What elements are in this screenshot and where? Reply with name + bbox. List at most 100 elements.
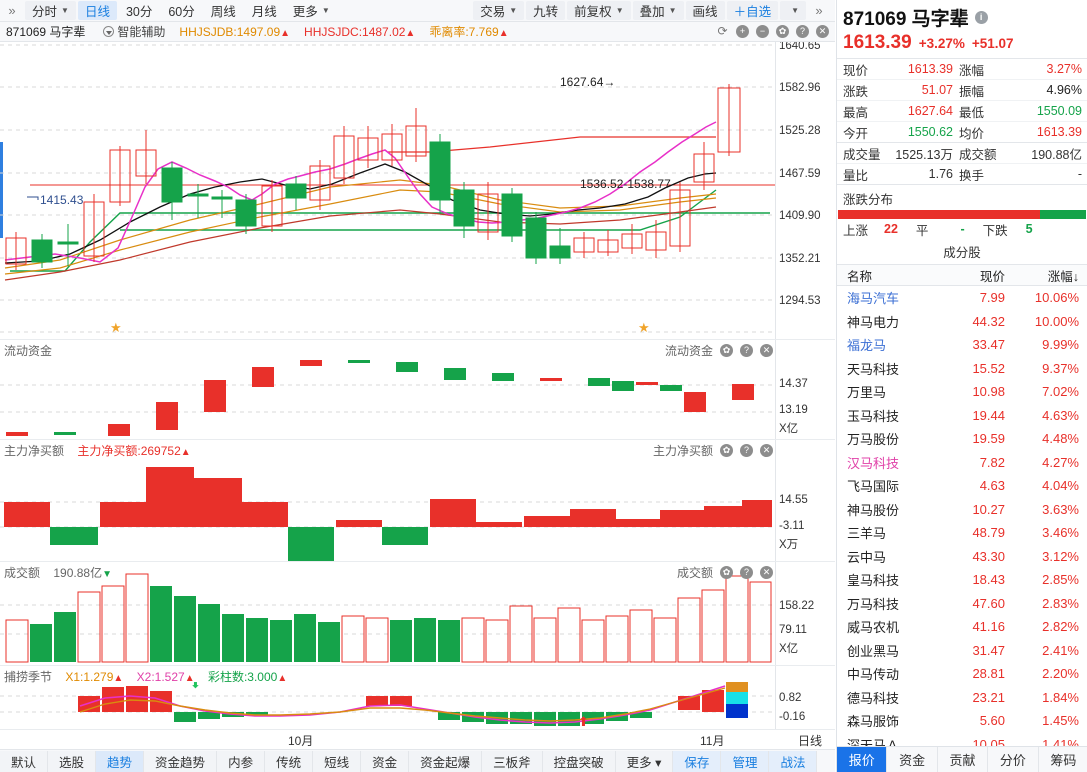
pane-main-net-buy[interactable]: 主力净买额 主力净买额:269752▲ 主力净买额 ✿ ? ✕	[0, 440, 835, 562]
close-icon[interactable]: ✕	[760, 344, 773, 357]
table-row[interactable]: 创业黑马 31.47 2.41%	[837, 639, 1087, 663]
up-arrow-icon: ▲	[498, 28, 509, 39]
help-icon[interactable]: ?	[740, 444, 753, 457]
refresh-icon[interactable]: ⟳	[717, 24, 728, 38]
strategy-traditional[interactable]: 传统	[265, 750, 314, 772]
table-row[interactable]: 威马农机 41.16 2.82%	[837, 615, 1087, 639]
help-icon[interactable]: ?	[740, 566, 753, 579]
net-buy-plot[interactable]	[0, 440, 775, 561]
close-icon[interactable]: ✕	[816, 25, 829, 38]
help-icon[interactable]: ?	[796, 25, 809, 38]
strategy-funds[interactable]: 资金	[361, 750, 410, 772]
zoom-out-icon[interactable]: −	[756, 25, 769, 38]
table-row[interactable]: 三羊马 48.79 3.46%	[837, 521, 1087, 545]
table-row[interactable]: 神马电力 44.32 10.00%	[837, 310, 1087, 334]
pane-turnover[interactable]: 成交额 190.88亿▼ 成交额 ✿ ? ✕	[0, 562, 835, 666]
strategy-three-axes[interactable]: 三板斧	[482, 750, 543, 772]
tab-contribution[interactable]: 贡献	[938, 747, 989, 772]
gear-icon[interactable]: ✿	[720, 444, 733, 457]
table-row[interactable]: 云中马 43.30 3.12%	[837, 545, 1087, 569]
stock-price: 10.27	[972, 501, 1005, 517]
jiuzhuan-button[interactable]: 九转	[526, 1, 566, 20]
toolbar-right-group: 交易 ▼ 九转 前复权 ▼ 叠加 ▼ 画线 ＋自选 ▼ »	[472, 1, 835, 20]
save-button[interactable]: 保存	[673, 750, 722, 772]
table-row[interactable]: 森马服饰 5.60 1.45%	[837, 709, 1087, 733]
period-button-monthly[interactable]: 月线	[251, 5, 277, 19]
period-button-fenshi[interactable]: 分时 ▼	[25, 1, 76, 20]
up-arrow-icon: ▲	[113, 673, 124, 684]
info-icon[interactable]: i	[974, 11, 988, 24]
down-arrow-marker: ⬇	[190, 682, 201, 691]
stock-price: 43.30	[972, 548, 1005, 564]
tab-price-dist[interactable]: 分价	[988, 747, 1039, 772]
table-row[interactable]: 海马汽车 7.99 10.06%	[837, 286, 1087, 310]
strategy-bar: 默认 选股 趋势 资金趋势 内参 传统 短线 资金 资金起爆 三板斧 控盘突破 …	[0, 750, 835, 772]
candlestick-plot[interactable]: 1415.43 1627.64→ 1536.52-1538.77 ★ ★	[0, 42, 775, 339]
gear-icon[interactable]: ✿	[776, 25, 789, 38]
strategy-default[interactable]: 默认	[0, 750, 49, 772]
gear-icon[interactable]: ✿	[720, 566, 733, 579]
col-name[interactable]: 名称	[847, 269, 873, 284]
stock-price: 41.16	[972, 619, 1005, 635]
help-icon[interactable]: ?	[740, 344, 753, 357]
quote-value2: 190.88亿	[1031, 147, 1082, 162]
toolbar-overflow-icon[interactable]: »	[815, 3, 823, 18]
strategy-stock-pick[interactable]: 选股	[48, 750, 97, 772]
table-row[interactable]: 天马科技 15.52 9.37%	[837, 357, 1087, 381]
overlay-button[interactable]: 叠加 ▼	[632, 1, 684, 20]
table-row[interactable]: 玉马科技 19.44 4.63%	[837, 404, 1087, 428]
strategy-insider[interactable]: 内参	[217, 750, 266, 772]
stock-change-pct: 10.00%	[1034, 313, 1079, 329]
strategy-control-breakout[interactable]: 控盘突破	[542, 750, 616, 772]
gear-icon[interactable]: ✿	[720, 344, 733, 357]
stock-name: 云中马	[847, 549, 887, 565]
tab-chips[interactable]: 筹码	[1050, 753, 1077, 768]
close-icon[interactable]: ✕	[760, 566, 773, 579]
col-price[interactable]: 现价	[979, 269, 1005, 284]
strategy-trend[interactable]: 趋势	[96, 750, 145, 772]
draw-button[interactable]: 画线	[685, 1, 725, 20]
pane-liquidity[interactable]: 流动资金 流动资金 ✿ ? ✕	[0, 340, 835, 440]
table-row[interactable]: 万马科技 47.60 2.83%	[837, 592, 1087, 616]
period-button-weekly[interactable]: 周线	[210, 5, 236, 19]
tab-funds[interactable]: 资金	[887, 747, 938, 772]
quote-key2: 均价	[959, 126, 985, 141]
zoom-in-icon[interactable]: +	[736, 25, 749, 38]
pane-tools: 成交额 ✿ ? ✕	[677, 564, 773, 581]
turnover-plot[interactable]	[0, 562, 775, 665]
strategy-short-term[interactable]: 短线	[313, 750, 362, 772]
period-button-more[interactable]: 更多 ▼	[286, 1, 337, 20]
table-row[interactable]: 中马传动 28.81 2.20%	[837, 662, 1087, 686]
main-price-pane[interactable]: 1415.43 1627.64→ 1536.52-1538.77 ★ ★ 164…	[0, 42, 835, 340]
tactics-button[interactable]: 战法	[769, 750, 818, 772]
tab-quote[interactable]: 报价	[837, 747, 888, 772]
stock-name: 福龙马	[847, 338, 887, 354]
col-change[interactable]: 涨幅↓	[1047, 269, 1079, 284]
strategy-fund-burst[interactable]: 资金起爆	[409, 750, 483, 772]
manage-button[interactable]: 管理	[721, 750, 770, 772]
fishing-plot[interactable]: ⬇ ⬆	[0, 676, 775, 729]
add-watchlist-button[interactable]: ＋自选	[726, 1, 779, 20]
adjust-button[interactable]: 前复权 ▼	[567, 1, 631, 20]
period-button-rixian[interactable]: 日线	[77, 1, 117, 20]
table-row[interactable]: 万马股份 19.59 4.48%	[837, 427, 1087, 451]
watchlist-dropdown[interactable]: ▼	[780, 1, 806, 20]
table-row[interactable]: 汉马科技 7.82 4.27%	[837, 451, 1087, 475]
liquidity-plot[interactable]	[0, 340, 775, 439]
table-row[interactable]: 皇马科技 18.43 2.85%	[837, 568, 1087, 592]
close-icon[interactable]: ✕	[760, 444, 773, 457]
table-row[interactable]: 飞马国际 4.63 4.04%	[837, 474, 1087, 498]
period-button-30m[interactable]: 30分	[125, 5, 153, 19]
strategy-fund-trend[interactable]: 资金趋势	[144, 750, 218, 772]
table-row[interactable]: 万里马 10.98 7.02%	[837, 380, 1087, 404]
strategy-more[interactable]: 更多 ▾	[615, 750, 674, 772]
ai-assist-toggle[interactable]: 智能辅助	[103, 23, 165, 40]
expand-icon[interactable]: »	[8, 3, 16, 18]
table-row[interactable]: 福龙马 33.47 9.99%	[837, 333, 1087, 357]
table-row[interactable]: 德马科技 23.21 1.84%	[837, 686, 1087, 710]
down-count: 5	[1025, 222, 1033, 236]
period-button-60m[interactable]: 60分	[168, 5, 195, 19]
trade-button[interactable]: 交易 ▼	[473, 1, 525, 20]
table-row[interactable]: 神马股份 10.27 3.63%	[837, 498, 1087, 522]
pane-fishing-season[interactable]: 捕捞季节 X1:1.279▲ X2:1.527▲ 彩柱数:3.000▲ 捕捞季节…	[0, 666, 835, 730]
